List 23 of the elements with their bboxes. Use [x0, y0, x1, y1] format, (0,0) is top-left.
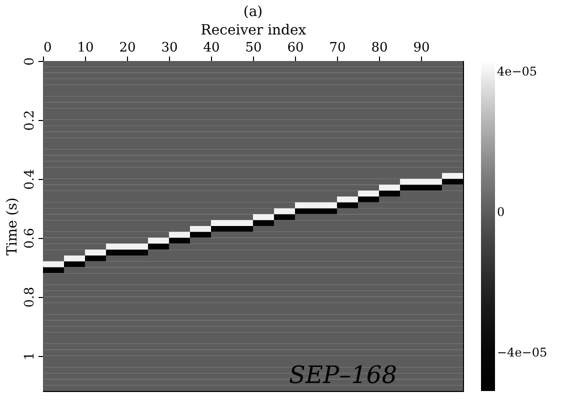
x-tick-label: 60	[287, 40, 304, 56]
x-tick-label: 20	[119, 40, 136, 56]
x-tick-label: 30	[161, 40, 178, 56]
x-tick-label: 90	[413, 40, 430, 56]
x-tick-label: 0	[44, 40, 52, 56]
color-bar-label: 4e−05	[497, 64, 538, 79]
y-tick-label: 0.6	[22, 228, 38, 249]
y-tick-label: 0.8	[22, 286, 38, 308]
x-tick-label: 40	[203, 40, 220, 56]
x-tick-label: 70	[329, 40, 346, 56]
y-tick-label: 0.2	[22, 110, 38, 131]
y-tick-label: 1	[22, 352, 38, 360]
x-axis-title: Receiver index	[200, 22, 306, 38]
x-tick-label: 50	[245, 40, 262, 56]
annotation: SEP–168	[289, 361, 397, 389]
x-tick-label: 80	[371, 40, 388, 56]
y-axis-title: Time (s)	[4, 198, 20, 256]
y-tick-label: 0.4	[22, 169, 38, 190]
chart-title: (a)	[243, 4, 263, 20]
x-tick-label: 10	[77, 40, 94, 56]
color-bar-label: 0	[497, 204, 505, 219]
color-bar-label: −4e−05	[497, 345, 548, 360]
y-tick-label: 0	[22, 57, 38, 66]
